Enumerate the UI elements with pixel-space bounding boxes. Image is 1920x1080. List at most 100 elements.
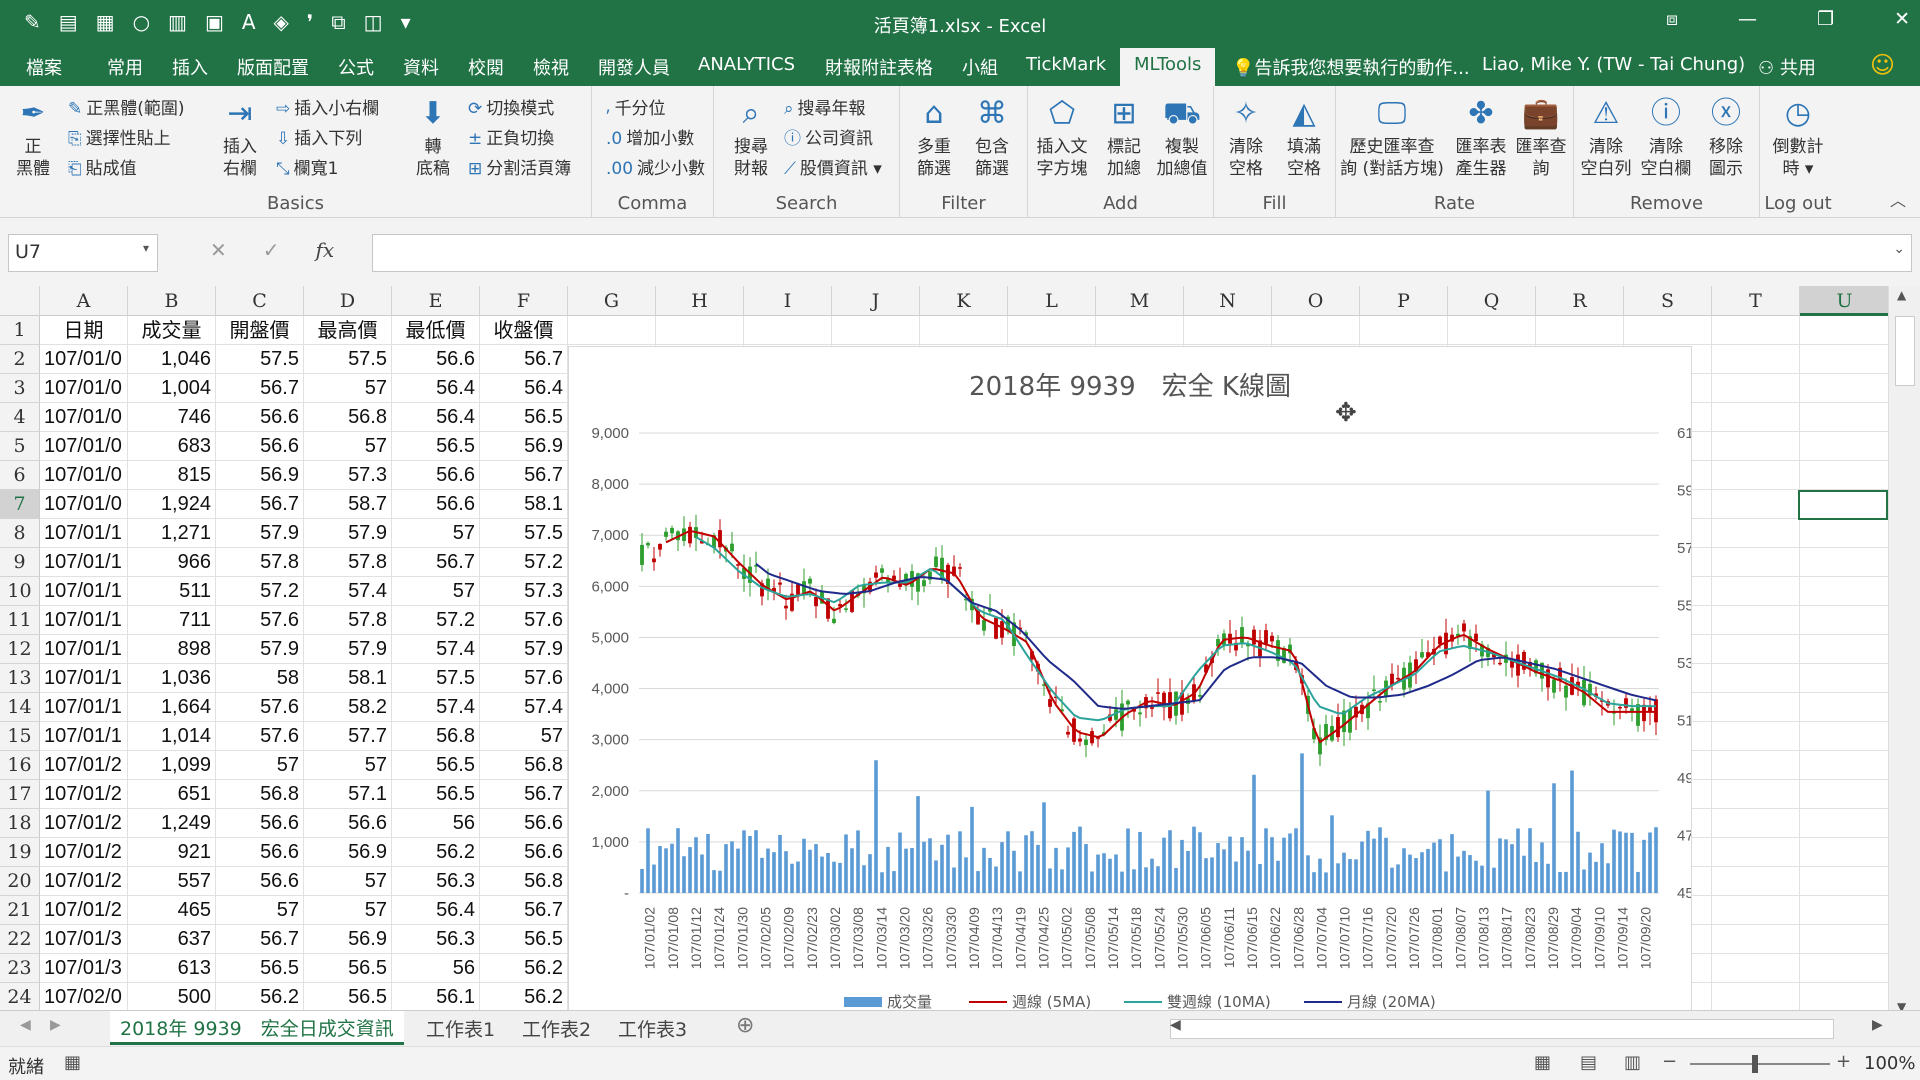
col-header-M[interactable]: M xyxy=(1096,286,1184,316)
row-header-12[interactable]: 12 xyxy=(0,635,40,664)
value-cell[interactable]: 56.8 xyxy=(216,780,304,809)
value-cell[interactable]: 56.6 xyxy=(392,490,480,519)
value-cell[interactable]: 898 xyxy=(128,635,216,664)
value-cell[interactable]: 57.8 xyxy=(216,548,304,577)
value-cell[interactable]: 57.6 xyxy=(216,606,304,635)
value-cell[interactable]: 56.6 xyxy=(480,838,568,867)
row-header-1[interactable]: 1 xyxy=(0,316,40,345)
value-cell[interactable]: 56.7 xyxy=(392,548,480,577)
col-header-J[interactable]: J xyxy=(832,286,920,316)
value-cell[interactable]: 57.3 xyxy=(480,577,568,606)
page-break-view-icon[interactable]: ▥ xyxy=(1624,1052,1642,1073)
decrease-decimal-button[interactable]: .00 減少小數 xyxy=(606,154,705,179)
font-color-icon[interactable]: A xyxy=(241,10,256,34)
to-worksheet-button[interactable]: ⬇ 轉 底稿 xyxy=(408,94,458,180)
col-header-A[interactable]: A xyxy=(40,286,128,316)
format-painter-icon[interactable]: ✎ xyxy=(24,10,41,34)
value-cell[interactable]: 57.9 xyxy=(304,519,392,548)
tab-home[interactable]: 常用 xyxy=(107,58,143,79)
value-cell[interactable]: 56.7 xyxy=(480,780,568,809)
value-cell[interactable]: 56.3 xyxy=(392,925,480,954)
value-cell[interactable]: 58.2 xyxy=(304,693,392,722)
value-cell[interactable]: 56.6 xyxy=(304,809,392,838)
header-cell[interactable]: 最高價 xyxy=(304,316,392,345)
date-cell[interactable]: 107/01/2 xyxy=(40,867,128,896)
clear-blank-cols-button[interactable]: ⓘ 清除 空白欄 xyxy=(1638,94,1694,180)
header-cell[interactable]: 最低價 xyxy=(392,316,480,345)
value-cell[interactable]: 56.6 xyxy=(392,345,480,374)
history-rate-button[interactable]: 🖵 歷史匯率查 詢 (對話方塊) xyxy=(1336,94,1448,180)
value-cell[interactable]: 58.7 xyxy=(304,490,392,519)
switch-mode-button[interactable]: ⟳ 切換模式 xyxy=(468,94,554,119)
value-cell[interactable]: 1,004 xyxy=(128,374,216,403)
row-header-17[interactable]: 17 xyxy=(0,780,40,809)
value-cell[interactable]: 56.4 xyxy=(480,374,568,403)
value-cell[interactable]: 815 xyxy=(128,461,216,490)
row-header-3[interactable]: 3 xyxy=(0,374,40,403)
col-header-T[interactable]: T xyxy=(1712,286,1800,316)
value-cell[interactable]: 56.8 xyxy=(480,751,568,780)
value-cell[interactable]: 57 xyxy=(304,896,392,925)
circle-icon[interactable]: ○ xyxy=(132,10,151,34)
insert-below-button[interactable]: ⇩ 插入下列 xyxy=(276,124,362,149)
rate-query-button[interactable]: 💼 匯率查 詢 xyxy=(1512,94,1570,180)
sheet-tab-1[interactable]: 工作表1 xyxy=(426,1019,496,1041)
value-cell[interactable]: 57.9 xyxy=(304,635,392,664)
value-cell[interactable]: 56.9 xyxy=(480,432,568,461)
save-icon[interactable]: ▤ xyxy=(58,10,78,34)
value-cell[interactable]: 56.5 xyxy=(304,983,392,1010)
smiley-icon[interactable]: ☺ xyxy=(1870,51,1896,79)
value-cell[interactable]: 57.6 xyxy=(216,722,304,751)
value-cell[interactable]: 57 xyxy=(392,519,480,548)
date-cell[interactable]: 107/01/0 xyxy=(40,403,128,432)
paste-values-button[interactable]: ⎗ 貼成值 xyxy=(68,154,137,179)
clear-blank-rows-button[interactable]: ⚠ 清除 空白列 xyxy=(1578,94,1634,180)
paste-special-button[interactable]: ⎘ 選擇性貼上 xyxy=(68,124,171,149)
fill-color-icon[interactable]: ◈ xyxy=(273,10,289,34)
zoom-slider-thumb[interactable] xyxy=(1752,1055,1758,1073)
row-header-20[interactable]: 20 xyxy=(0,867,40,896)
value-cell[interactable]: 711 xyxy=(128,606,216,635)
tab-data[interactable]: 資料 xyxy=(403,58,439,79)
remove-icons-button[interactable]: ⓧ 移除 圖示 xyxy=(1698,94,1754,180)
value-cell[interactable]: 56.6 xyxy=(216,867,304,896)
row-header-23[interactable]: 23 xyxy=(0,954,40,983)
col-header-O[interactable]: O xyxy=(1272,286,1360,316)
value-cell[interactable]: 57.6 xyxy=(480,606,568,635)
value-cell[interactable]: 56.7 xyxy=(480,461,568,490)
value-cell[interactable]: 58.1 xyxy=(480,490,568,519)
value-cell[interactable]: 746 xyxy=(128,403,216,432)
value-cell[interactable]: 57.2 xyxy=(392,606,480,635)
tab-file[interactable]: 檔案 xyxy=(26,58,62,79)
prev-sheet-icon[interactable]: ◀ xyxy=(20,1017,31,1033)
value-cell[interactable]: 56.6 xyxy=(216,403,304,432)
date-cell[interactable]: 107/01/0 xyxy=(40,490,128,519)
value-cell[interactable]: 57 xyxy=(304,432,392,461)
tab-notes[interactable]: 財報附註表格 xyxy=(825,58,933,79)
value-cell[interactable]: 56.8 xyxy=(304,403,392,432)
value-cell[interactable]: 56.5 xyxy=(392,751,480,780)
value-cell[interactable]: 921 xyxy=(128,838,216,867)
tab-insert[interactable]: 插入 xyxy=(172,58,208,79)
value-cell[interactable]: 57 xyxy=(392,577,480,606)
cancel-icon[interactable]: ✕ xyxy=(210,238,227,262)
active-cell[interactable] xyxy=(1798,490,1888,520)
copy-icon[interactable]: ⧉ xyxy=(331,10,346,34)
increase-decimal-button[interactable]: .0 增加小數 xyxy=(606,124,694,149)
search-reports-button[interactable]: ⌕ 搜尋 財報 xyxy=(726,94,776,180)
value-cell[interactable]: 56.5 xyxy=(304,954,392,983)
date-cell[interactable]: 107/01/0 xyxy=(40,374,128,403)
header-cell[interactable]: 日期 xyxy=(40,316,128,345)
formula-input[interactable]: ⌄ xyxy=(372,234,1912,272)
insert-small-right-button[interactable]: ⇨ 插入小右欄 xyxy=(276,94,379,119)
value-cell[interactable]: 465 xyxy=(128,896,216,925)
value-cell[interactable]: 56.2 xyxy=(392,838,480,867)
ribbon-display-icon[interactable]: ⧈ xyxy=(1665,8,1679,30)
comma-icon[interactable]: ❜ xyxy=(306,10,314,34)
col-header-P[interactable]: P xyxy=(1360,286,1448,316)
value-cell[interactable]: 56.5 xyxy=(392,432,480,461)
value-cell[interactable]: 57.8 xyxy=(304,606,392,635)
company-info-button[interactable]: ⓘ 公司資訊 xyxy=(784,124,873,149)
chart-icon[interactable]: ◫ xyxy=(363,10,383,34)
value-cell[interactable]: 56.4 xyxy=(392,374,480,403)
